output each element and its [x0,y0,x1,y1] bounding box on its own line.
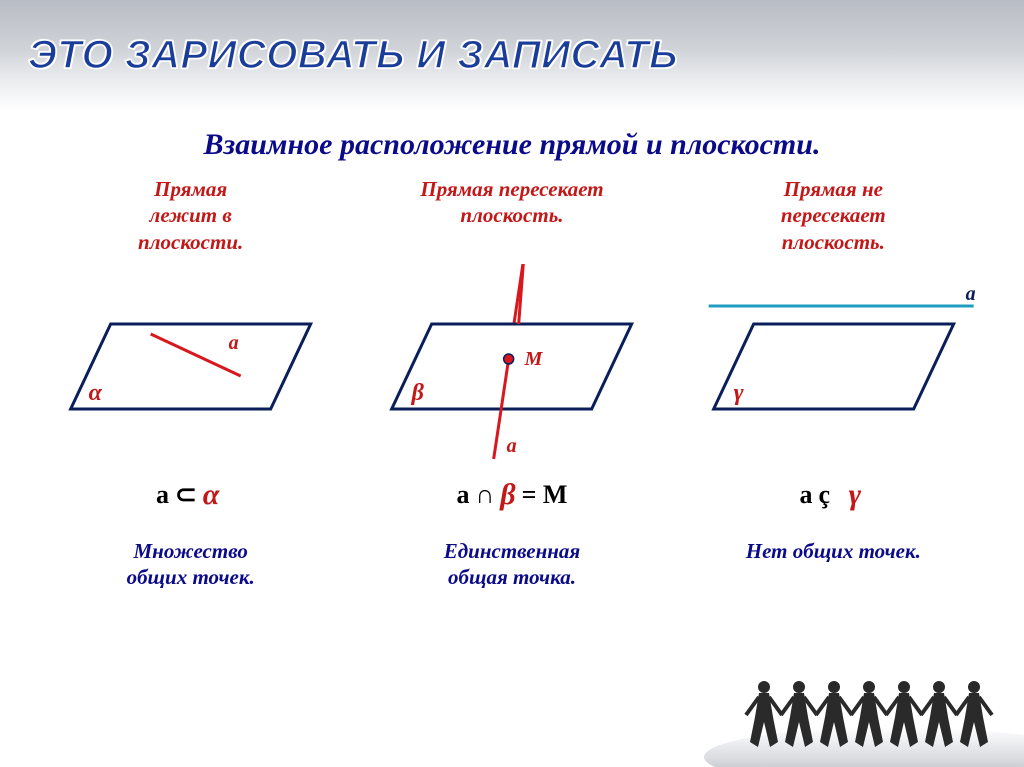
case-2: Прямая пересекает плоскость. M a β a ∩ β… [351,176,672,591]
plane-label-alpha: α [89,380,103,406]
case-1: Прямая лежит в плоскости. a α a ⊂ α Множ… [30,176,351,591]
case-2-desc: Единственная общая точка. [444,538,581,591]
case-3-formula: a ç γ [800,474,868,516]
case-3-diagram: a γ [673,264,994,464]
line-label-a3: a [965,283,975,305]
case-1-desc: Множество общих точек. [127,538,255,591]
case-2-formula: a ∩ β = M [457,474,568,516]
footer-silhouettes [694,657,1024,767]
case-1-formula: a ⊂ α [156,474,225,516]
header-title: ЭТО ЗАРИСОВАТЬ И ЗАПИСАТЬ [28,33,678,78]
header-band: ЭТО ЗАРИСОВАТЬ И ЗАПИСАТЬ [0,0,1024,110]
line-label-a: a [229,332,239,354]
case-2-diagram: M a β [351,264,672,464]
point-label-M: M [524,348,544,370]
main-title: Взаимное расположение прямой и плоскости… [0,128,1024,162]
columns: Прямая лежит в плоскости. a α a ⊂ α Множ… [0,176,1024,591]
plane-label-beta: β [411,380,425,406]
plane-label-gamma: γ [733,380,743,406]
case-3-desc: Нет общих точек. [746,538,921,564]
case-3-title: Прямая не пересекает плоскость. [781,176,886,258]
case-1-title: Прямая лежит в плоскости. [138,176,243,258]
case-1-diagram: a α [30,264,351,464]
line-label-a2: a [507,435,517,457]
case-2-title: Прямая пересекает плоскость. [420,176,603,258]
case-3: Прямая не пересекает плоскость. a γ a ç … [673,176,994,591]
